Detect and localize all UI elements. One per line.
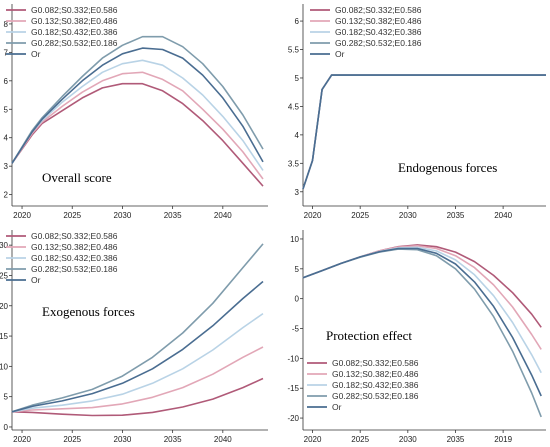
- legend: G0.082;S0.332;E0.586G0.132;S0.382;E0.486…: [6, 231, 118, 285]
- chart-panel-4: -20 -15 -10 -5 0 5 10 2020 2025 2030 2035 2019 G0.08…: [287, 230, 546, 444]
- x-tick-label: 2025: [351, 435, 369, 444]
- panel-title: Exogenous forces: [42, 304, 135, 319]
- y-tick-label: 3: [295, 188, 300, 197]
- y-tick-label: 5: [4, 105, 9, 114]
- series-line-4: [11, 35, 264, 164]
- series-line-5: [11, 47, 264, 164]
- x-tick-label: 2030: [114, 435, 132, 444]
- legend-label-3: G0.182;S0.432;E0.386: [31, 253, 118, 263]
- y-tick-label: 10: [0, 362, 9, 371]
- x-tick-label: 2020: [304, 435, 322, 444]
- legend-label-4: G0.282;S0.532;E0.186: [335, 38, 422, 48]
- legend-label-5: Or: [332, 402, 342, 412]
- y-tick-label: 6: [4, 77, 9, 86]
- legend-label-5: Or: [335, 49, 345, 59]
- y-tick-label: -15: [287, 384, 299, 393]
- legend-label-5: Or: [31, 275, 41, 285]
- chart-panel-1: 2 3 4 5 6 7 8 2020 2025 2030 2035 2040 G0.082;S0.332…: [4, 4, 268, 220]
- x-tick-label: 2035: [447, 435, 465, 444]
- legend-label-2: G0.132;S0.382;E0.486: [31, 242, 118, 252]
- series-line-3: [11, 312, 264, 413]
- x-tick-label: 2030: [399, 211, 417, 220]
- y-tick-label: 0: [295, 295, 300, 304]
- legend-label-1: G0.082;S0.332;E0.586: [335, 5, 422, 15]
- legend-label-4: G0.282;S0.532;E0.186: [332, 391, 419, 401]
- x-tick-label: 2020: [13, 211, 31, 220]
- legend-label-1: G0.082;S0.332;E0.586: [31, 5, 118, 15]
- x-tick-label: 2040: [214, 435, 232, 444]
- series-line-1: [302, 244, 542, 328]
- y-tick-label: 5: [295, 74, 300, 83]
- y-tick-label: 25: [0, 271, 9, 280]
- series-line-1: [11, 377, 264, 417]
- y-tick-label: 2: [4, 191, 9, 200]
- legend-label-2: G0.132;S0.382;E0.486: [335, 16, 422, 26]
- series-line-2: [11, 71, 264, 180]
- x-tick-label: 2030: [399, 435, 417, 444]
- y-tick-label: 7: [4, 48, 9, 57]
- y-tick-label: 4.5: [288, 102, 300, 111]
- legend-label-3: G0.182;S0.432;E0.386: [335, 27, 422, 37]
- panel-title: Endogenous forces: [398, 160, 497, 175]
- legend-label-3: G0.182;S0.432;E0.386: [31, 27, 118, 37]
- legend-label-2: G0.132;S0.382;E0.486: [31, 16, 118, 26]
- y-tick-label: 4: [295, 131, 300, 140]
- x-tick-label: 2035: [164, 435, 182, 444]
- y-tick-label: 20: [0, 302, 9, 311]
- legend-label-4: G0.282;S0.532;E0.186: [31, 264, 118, 274]
- x-tick-label: 2030: [114, 211, 132, 220]
- legend-label-1: G0.082;S0.332;E0.586: [332, 358, 419, 368]
- panel-title: Protection effect: [326, 328, 412, 343]
- series-line-3: [302, 246, 542, 374]
- y-tick-label: -20: [287, 414, 299, 423]
- legend-label-1: G0.082;S0.332;E0.586: [31, 231, 118, 241]
- x-tick-label: 2025: [63, 211, 81, 220]
- y-tick-label: 30: [0, 241, 9, 250]
- legend: G0.082;S0.332;E0.586G0.132;S0.382;E0.486…: [307, 358, 419, 412]
- x-tick-label: 2040: [214, 211, 232, 220]
- legend: G0.082;S0.332;E0.586G0.132;S0.382;E0.486…: [310, 5, 422, 59]
- y-tick-label: 15: [0, 332, 9, 341]
- series-line-3: [11, 59, 264, 171]
- series-line-5: [302, 247, 542, 397]
- x-tick-label: 2040: [494, 211, 512, 220]
- y-tick-label: -5: [292, 325, 300, 334]
- x-tick-label: 2020: [304, 211, 322, 220]
- y-tick-label: 10: [290, 235, 299, 244]
- y-tick-label: 4: [4, 134, 9, 143]
- y-tick-label: 0: [4, 423, 9, 432]
- series-line-2: [11, 346, 264, 413]
- series-line-5: [302, 74, 546, 190]
- panel-title: Overall score: [42, 170, 112, 185]
- x-tick-label: 2020: [13, 435, 31, 444]
- x-tick-label: 2019: [494, 435, 512, 444]
- series-line-5: [11, 280, 264, 413]
- series-line-4: [11, 243, 264, 413]
- x-tick-label: 2025: [63, 435, 81, 444]
- y-tick-label: 5.5: [288, 46, 300, 55]
- y-tick-label: 6: [295, 17, 300, 26]
- y-tick-label: 3: [4, 162, 9, 171]
- legend: G0.082;S0.332;E0.586G0.132;S0.382;E0.486…: [6, 5, 118, 59]
- series-line-1: [11, 82, 264, 187]
- y-tick-label: 8: [4, 20, 9, 29]
- legend-label-2: G0.132;S0.382;E0.486: [332, 369, 419, 379]
- legend-label-4: G0.282;S0.532;E0.186: [31, 38, 118, 48]
- chart-panel-2: 3 3.5 4 4.5 5 5.5 6 2020 2025 2030 2035 2040 G0.082;…: [288, 4, 546, 220]
- x-tick-label: 2035: [447, 211, 465, 220]
- legend-label-5: Or: [31, 49, 41, 59]
- y-tick-label: 5: [4, 393, 9, 402]
- x-tick-label: 2025: [351, 211, 369, 220]
- y-tick-label: 3.5: [288, 159, 300, 168]
- x-tick-label: 2035: [164, 211, 182, 220]
- legend-label-3: G0.182;S0.432;E0.386: [332, 380, 419, 390]
- y-tick-label: 5: [295, 265, 300, 274]
- y-tick-label: -10: [287, 354, 299, 363]
